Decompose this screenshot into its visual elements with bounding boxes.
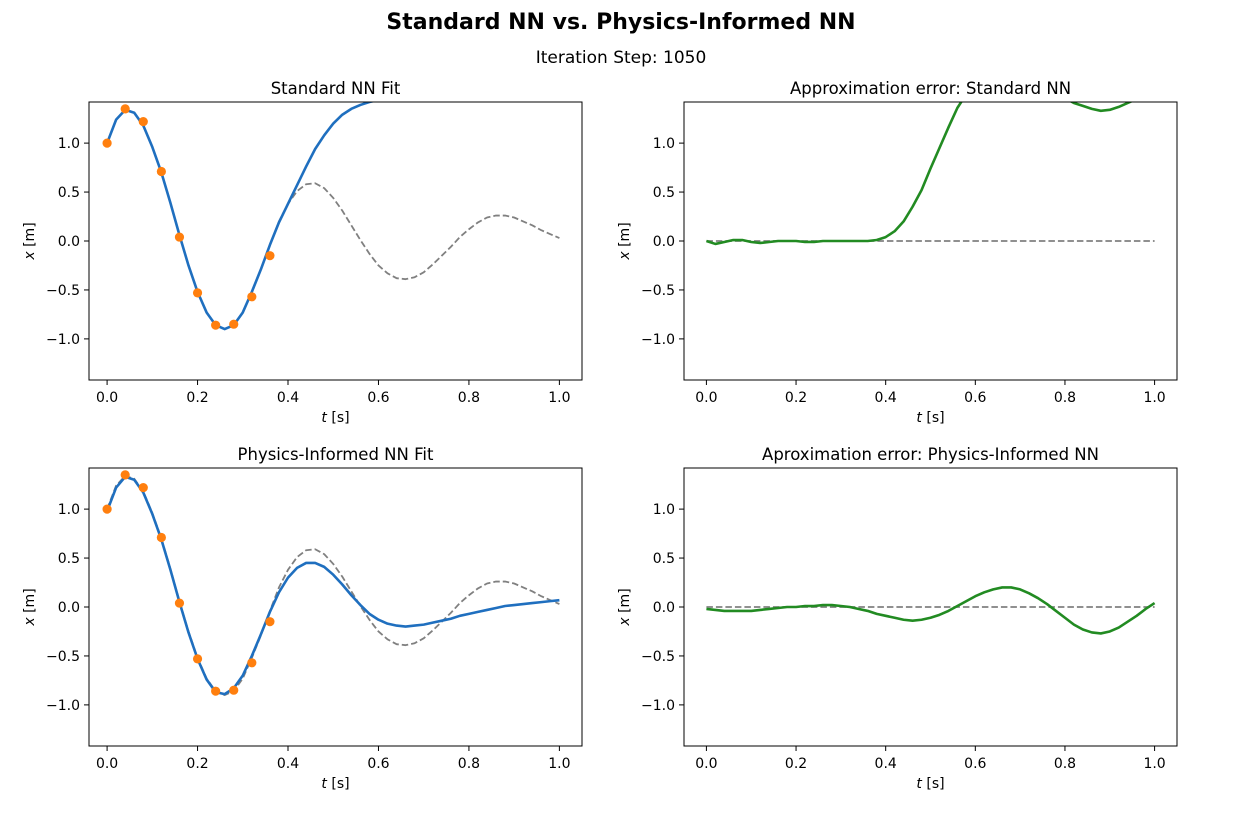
x-tick-label: 0.0 — [96, 756, 118, 772]
y-tick-label: −0.5 — [641, 283, 675, 299]
x-tick-label: 0.4 — [875, 756, 897, 772]
plot-area — [706, 102, 1155, 246]
y-axis-label: x [m] — [617, 222, 633, 260]
y-tick-label: 0.5 — [653, 185, 675, 201]
training-point — [174, 598, 185, 608]
plot-area — [102, 470, 560, 696]
fit-line — [105, 475, 560, 696]
training-point — [138, 482, 148, 493]
reference-line — [106, 474, 560, 696]
training-point — [138, 116, 148, 127]
x-tick-label: 0.6 — [964, 390, 986, 406]
training-point — [102, 138, 112, 148]
x-tick-label: 0.2 — [186, 756, 208, 772]
subplot-title: Approximation error: Standard NN — [790, 79, 1071, 98]
y-axis-label: x [m] — [22, 588, 38, 626]
x-tick-label: 1.0 — [548, 756, 570, 772]
x-axis-label: t [s] — [321, 776, 349, 792]
x-tick-label: 0.6 — [964, 756, 986, 772]
y-tick-label: 0.0 — [653, 234, 675, 250]
reference-line — [106, 108, 560, 330]
x-tick-label: 0.8 — [458, 390, 480, 406]
training-point — [247, 292, 257, 302]
y-tick-label: 0.0 — [653, 600, 675, 616]
y-tick-label: −1.0 — [641, 332, 675, 348]
y-tick-label: 1.0 — [653, 136, 675, 152]
y-tick-label: 1.0 — [58, 136, 80, 152]
y-tick-label: 0.0 — [58, 234, 80, 250]
x-tick-label: 0.8 — [458, 756, 480, 772]
y-tick-label: −1.0 — [46, 332, 80, 348]
y-tick-label: 0.5 — [58, 551, 80, 567]
x-tick-label: 1.0 — [1143, 390, 1165, 406]
training-point — [211, 320, 221, 330]
x-tick-label: 0.0 — [96, 390, 118, 406]
axes-frame — [88, 101, 583, 381]
fit-line — [105, 102, 376, 331]
training-point — [192, 288, 203, 298]
x-tick-label: 0.4 — [277, 756, 299, 772]
y-axis-label: x [m] — [22, 222, 38, 260]
training-point — [120, 470, 130, 480]
x-tick-label: 0.8 — [1054, 390, 1076, 406]
x-tick-label: 0.8 — [1054, 756, 1076, 772]
x-axis-label: t [s] — [916, 776, 944, 792]
fit-line — [706, 586, 1156, 635]
y-axis-label: x [m] — [617, 588, 633, 626]
y-tick-label: 0.5 — [653, 551, 675, 567]
subplot-title: Physics-Informed NN Fit — [238, 445, 434, 464]
training-point — [229, 319, 239, 329]
training-point — [174, 232, 185, 242]
training-point — [156, 166, 166, 177]
y-tick-label: −0.5 — [46, 649, 80, 665]
x-tick-label: 0.2 — [785, 756, 807, 772]
y-tick-label: −0.5 — [46, 283, 80, 299]
x-tick-label: 1.0 — [548, 390, 570, 406]
training-point — [265, 617, 275, 627]
x-tick-label: 0.6 — [367, 390, 389, 406]
subplot-title: Aproximation error: Physics-Informed NN — [762, 445, 1099, 464]
x-tick-label: 0.6 — [367, 756, 389, 772]
training-point — [265, 251, 275, 261]
training-point — [120, 104, 130, 114]
figure-subtitle: Iteration Step: 1050 — [535, 48, 707, 68]
x-tick-label: 0.4 — [277, 390, 299, 406]
x-axis-label: t [s] — [916, 410, 944, 426]
subplot-4: 0.0 0.2 0.4 0.6 0.8 1.0 −1.0 −0.5 0.0 0.5 1.0 Aprox… — [617, 445, 1178, 792]
training-point — [211, 686, 221, 696]
x-tick-label: 0.0 — [695, 756, 717, 772]
x-tick-label: 0.0 — [695, 390, 717, 406]
x-tick-label: 0.2 — [186, 390, 208, 406]
training-point — [192, 654, 203, 664]
training-point — [247, 658, 257, 668]
y-tick-label: −1.0 — [641, 698, 675, 714]
training-point — [102, 504, 112, 514]
x-tick-label: 0.4 — [875, 390, 897, 406]
x-tick-label: 1.0 — [1143, 756, 1165, 772]
x-axis-label: t [s] — [321, 410, 349, 426]
y-tick-label: −0.5 — [641, 649, 675, 665]
subplot-1: 0.0 0.2 0.4 0.6 0.8 1.0 −1.0 −0.5 0.0 0.5 1.0 Stand… — [22, 79, 583, 426]
figure-title: Standard NN vs. Physics-Informed NN — [386, 10, 856, 35]
y-tick-label: 0.0 — [58, 600, 80, 616]
fit-line — [706, 102, 1134, 246]
plot-area — [102, 102, 560, 331]
subplot-title: Standard NN Fit — [271, 79, 401, 98]
subplot-2: 0.0 0.2 0.4 0.6 0.8 1.0 −1.0 −0.5 0.0 0.5 1.0 Appro… — [617, 79, 1178, 426]
y-tick-label: −1.0 — [46, 698, 80, 714]
y-tick-label: 0.5 — [58, 185, 80, 201]
training-point — [229, 685, 239, 695]
y-tick-label: 1.0 — [58, 502, 80, 518]
training-point — [156, 532, 166, 543]
x-tick-label: 0.2 — [785, 390, 807, 406]
subplot-3: 0.0 0.2 0.4 0.6 0.8 1.0 −1.0 −0.5 0.0 0.5 1.0 Physi… — [22, 445, 583, 792]
plot-area — [706, 586, 1156, 635]
y-tick-label: 1.0 — [653, 502, 675, 518]
